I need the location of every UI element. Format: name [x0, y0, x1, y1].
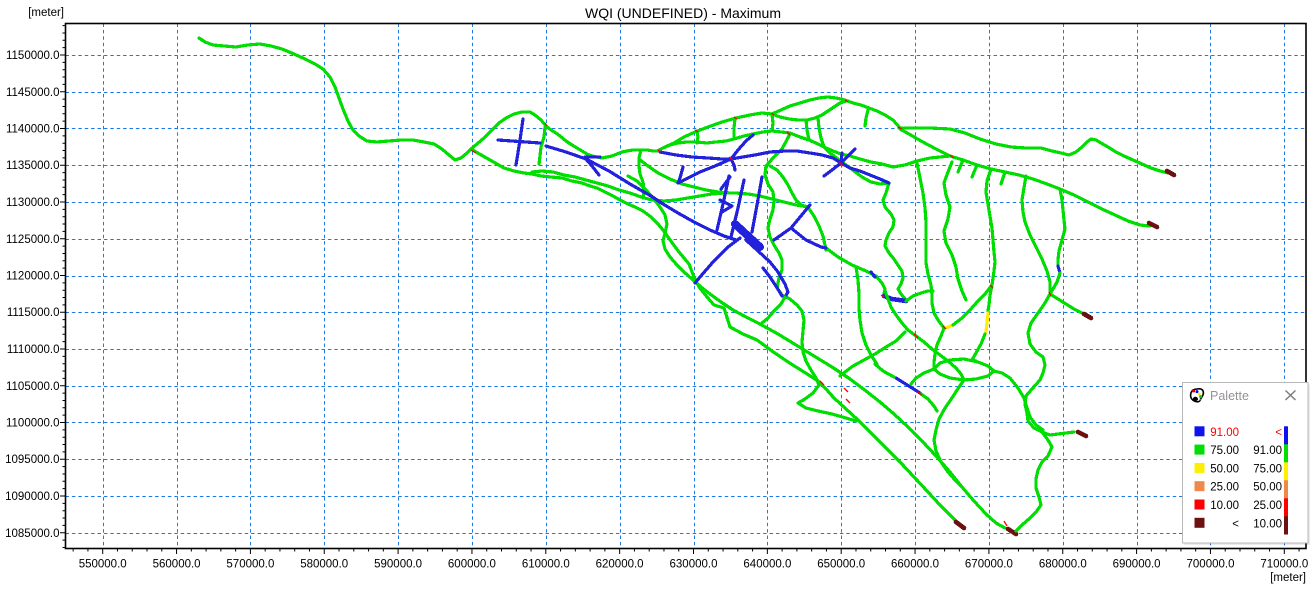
svg-text:1100000.0: 1100000.0: [6, 418, 60, 430]
svg-text:700000.0: 700000.0: [1187, 559, 1235, 571]
svg-text:1145000.0: 1145000.0: [6, 87, 60, 99]
svg-text:590000.0: 590000.0: [374, 559, 422, 571]
svg-text:25.00: 25.00: [1210, 482, 1239, 494]
svg-text:600000.0: 600000.0: [448, 559, 496, 571]
svg-text:640000.0: 640000.0: [743, 559, 791, 571]
svg-text:1105000.0: 1105000.0: [6, 381, 60, 393]
svg-text:50.00: 50.00: [1210, 463, 1239, 475]
svg-text:91.00: 91.00: [1210, 427, 1239, 439]
svg-text:1115000.0: 1115000.0: [7, 307, 60, 319]
svg-text:550000.0: 550000.0: [79, 559, 127, 571]
svg-text:25.00: 25.00: [1253, 500, 1282, 512]
svg-text:620000.0: 620000.0: [596, 559, 644, 571]
svg-text:680000.0: 680000.0: [1039, 559, 1087, 571]
svg-text:1090000.0: 1090000.0: [5, 491, 59, 503]
svg-text:75.00: 75.00: [1253, 463, 1282, 475]
svg-text:580000.0: 580000.0: [300, 559, 348, 571]
svg-text:1095000.0: 1095000.0: [5, 454, 59, 466]
svg-text:1150000.0: 1150000.0: [6, 50, 60, 62]
svg-text:50.00: 50.00: [1253, 482, 1282, 494]
svg-text:1135000.0: 1135000.0: [6, 160, 60, 172]
svg-text:690000.0: 690000.0: [1113, 559, 1161, 571]
svg-text:670000.0: 670000.0: [965, 559, 1013, 571]
svg-text:560000.0: 560000.0: [153, 559, 201, 571]
svg-text:1125000.0: 1125000.0: [6, 234, 60, 246]
svg-text:91.00: 91.00: [1253, 445, 1282, 457]
svg-text:<: <: [1232, 518, 1239, 530]
svg-text:710000.0: 710000.0: [1260, 559, 1308, 571]
svg-text:[meter]: [meter]: [28, 7, 64, 19]
svg-text:660000.0: 660000.0: [891, 559, 939, 571]
svg-text:75.00: 75.00: [1210, 445, 1239, 457]
svg-text:1120000.0: 1120000.0: [6, 271, 60, 283]
svg-text:650000.0: 650000.0: [817, 559, 865, 571]
svg-text:WQI (UNDEFINED) - Maximum: WQI (UNDEFINED) - Maximum: [585, 5, 781, 21]
svg-text:630000.0: 630000.0: [670, 559, 718, 571]
svg-text:1130000.0: 1130000.0: [6, 197, 60, 209]
svg-text:Palette: Palette: [1210, 389, 1249, 403]
svg-text:1140000.0: 1140000.0: [6, 124, 60, 136]
svg-text:570000.0: 570000.0: [226, 559, 274, 571]
svg-text:10.00: 10.00: [1210, 500, 1239, 512]
svg-text:610000.0: 610000.0: [522, 559, 570, 571]
svg-text:1110000.0: 1110000.0: [7, 344, 60, 356]
svg-text:10.00: 10.00: [1253, 518, 1282, 530]
svg-text:<: <: [1275, 427, 1282, 439]
svg-text:[meter]: [meter]: [1270, 572, 1306, 584]
svg-text:1085000.0: 1085000.0: [5, 528, 59, 540]
